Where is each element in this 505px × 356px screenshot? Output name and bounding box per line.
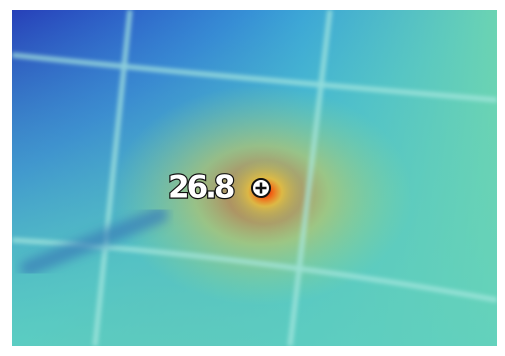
- image-area: [12, 10, 497, 346]
- temperature-reading: 26.8: [168, 170, 234, 206]
- probe: [20, 207, 168, 276]
- crosshair: [251, 178, 271, 198]
